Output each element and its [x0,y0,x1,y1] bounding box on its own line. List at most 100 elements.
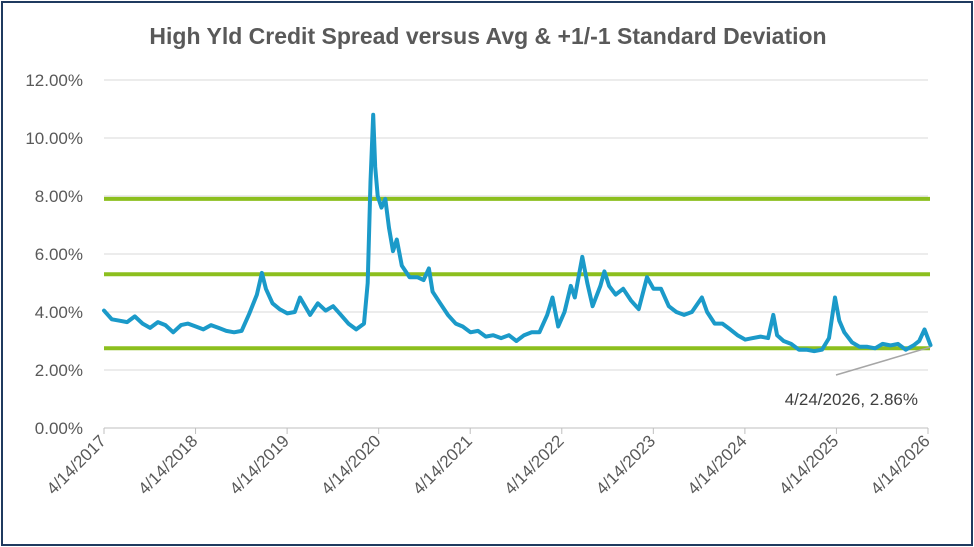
data-point [545,313,549,317]
x-tick-label: 4/14/2022 [501,431,568,498]
data-point [911,343,916,347]
data-point [530,330,534,334]
data-point [308,313,312,317]
data-point [491,333,495,337]
x-tick-label: 4/14/2026 [867,431,934,498]
data-point [804,348,809,352]
data-point [376,194,380,198]
data-point [614,293,618,297]
data-point [873,346,877,350]
data-point [556,324,560,329]
data-point [468,330,473,334]
annotation-leader-line [835,346,931,376]
data-point [922,327,927,331]
x-tick-label: 4/14/2020 [318,431,385,498]
data-point [247,311,251,315]
data-point [415,275,419,279]
data-point [881,342,885,346]
data-point [667,304,671,308]
series-group [102,112,933,354]
data-point [171,330,175,334]
data-point [766,336,770,340]
data-point [928,343,933,347]
data-point [522,333,526,337]
data-point [569,284,573,288]
x-tick-label: 4/14/2025 [775,431,842,498]
data-point [833,295,837,300]
data-point [607,284,611,288]
data-point [209,323,213,327]
reference-lines [104,196,930,351]
y-tick-label: 10.00% [25,129,83,148]
data-point [255,293,259,297]
data-point [782,339,786,343]
data-point [598,284,603,288]
data-point [751,336,755,340]
data-point [133,314,137,318]
data-point [400,264,404,268]
data-point [735,333,740,337]
y-tick-label: 4.00% [35,303,83,322]
data-point [888,343,893,347]
data-point [148,326,152,330]
data-point [645,275,649,279]
data-point [379,206,384,210]
data-point [461,324,465,329]
data-point [102,309,106,313]
data-point [156,320,160,324]
data-point [700,295,704,300]
data-point [362,322,366,326]
data-point [837,319,841,323]
data-point [499,336,503,340]
data-point [354,327,358,331]
data-point [179,323,183,327]
data-point [629,298,633,302]
chart-title: High Yld Credit Spread versus Avg & +1/-… [149,23,826,49]
y-tick-label: 8.00% [35,187,83,206]
x-tick-label: 4/14/2017 [43,431,110,498]
data-point [285,311,289,315]
data-point [728,327,732,331]
y-tick-label: 12.00% [25,71,83,90]
data-point [339,313,343,317]
data-point [264,287,268,291]
data-point [720,322,725,326]
data-point [904,348,908,352]
data-point [232,330,236,334]
data-point [427,266,431,271]
data-point [820,348,824,352]
x-tick-label: 4/14/2018 [134,431,201,498]
data-point [827,336,831,340]
x-axis: 4/14/2017 4/14/2018 4/14/2019 4/14/2020 4/14… [43,427,934,498]
annotation-label: 4/24/2026, 2.86% [785,390,918,409]
y-axis-ticks: 0.00% 2.00% 4.00% 6.00% 8.00% 10.00% 12.00% [25,71,83,438]
data-point [842,330,846,334]
data-point [789,342,793,346]
data-point [454,322,458,326]
data-point [580,255,584,259]
data-point [797,348,801,352]
x-tick-label: 4/14/2023 [592,431,659,498]
data-point [371,113,375,117]
data-point [743,338,747,342]
data-point [865,345,869,349]
data-point [705,310,709,314]
data-point [713,322,717,326]
data-point [186,322,190,326]
data-point [346,322,350,326]
data-point [316,301,320,305]
data-point [408,275,412,279]
data-point [201,327,205,331]
data-point [562,310,567,314]
gridlines [104,79,928,371]
data-point [550,295,555,300]
data-point [514,339,519,343]
data-point [383,197,387,201]
x-tick-label: 4/14/2019 [226,431,293,498]
y-tick-label: 2.00% [35,361,83,380]
data-point [476,329,480,333]
data-point [537,330,542,334]
data-point [659,287,663,291]
data-point [298,295,302,300]
annotation-group: 4/24/2026, 2.86% [785,346,931,409]
